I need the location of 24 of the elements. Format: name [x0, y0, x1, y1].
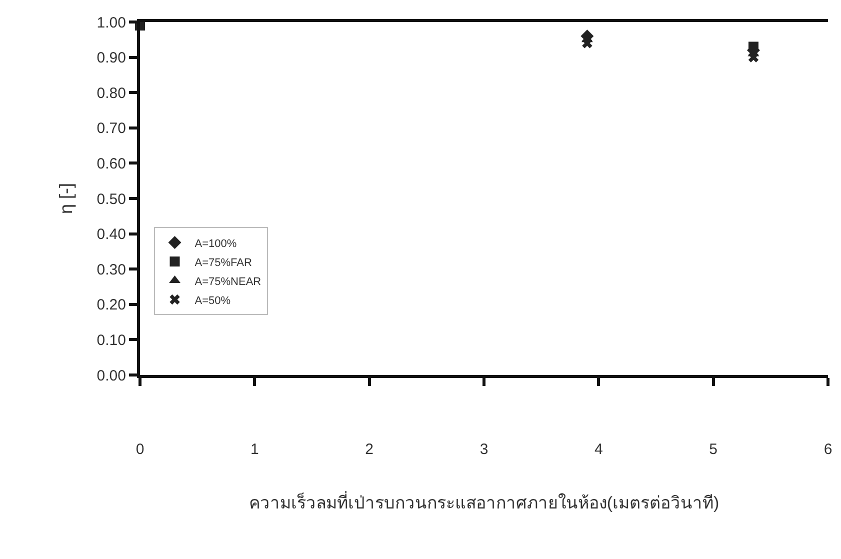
y-tick-label: 0.30 [96, 261, 126, 278]
y-axis-title: η [-] [56, 182, 76, 214]
x-tick-label: 2 [365, 441, 374, 458]
legend-label: A=75%FAR [194, 256, 252, 269]
y-tick-label: 0.70 [96, 120, 126, 138]
y-tick-label: 0.40 [96, 226, 126, 244]
y-tick-label: 0.90 [96, 50, 126, 67]
x-tick-label: 0 [136, 441, 144, 458]
y-tick-label: 0.10 [96, 332, 126, 349]
y-tick-label: 0.20 [96, 296, 126, 314]
legend-label: A=100% [194, 238, 237, 250]
x-tick-label: 5 [709, 441, 718, 458]
y-tick-label: 0.80 [96, 84, 126, 102]
x-tick-label: 6 [824, 441, 832, 458]
y-tick-label: 0.50 [96, 190, 126, 208]
x-tick-label: 4 [594, 441, 603, 458]
legend-label: A=50% [194, 294, 231, 307]
x-axis-title: ความเร็วลมที่เป่ารบกวนกระแสอากาศภายในห้อง(เมตรต่อวินาที) [248, 490, 720, 512]
x-tick-label: 1 [250, 441, 259, 458]
legend-label: A=75%NEAR [194, 276, 262, 288]
y-tick-label: 0.00 [96, 367, 126, 384]
y-tick-label: 0.60 [96, 155, 126, 172]
y-tick-label: 1.00 [96, 14, 126, 32]
x-tick-label: 3 [480, 441, 488, 458]
